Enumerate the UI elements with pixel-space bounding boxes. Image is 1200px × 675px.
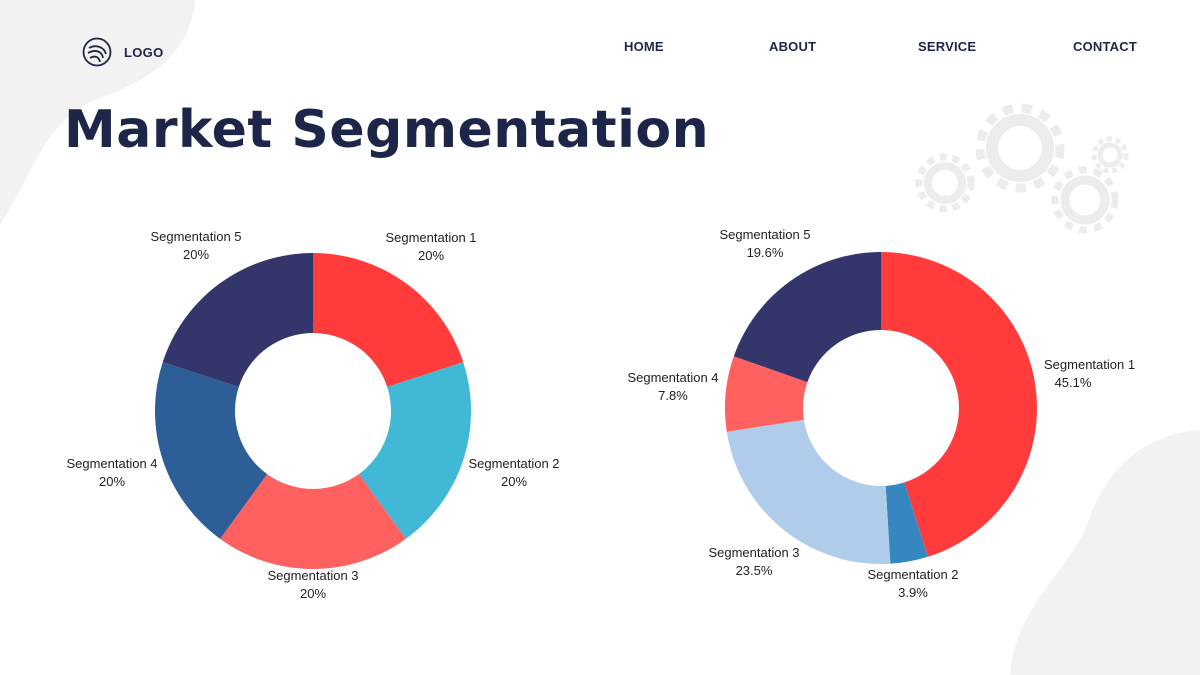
slice-label-value: 19.6% — [747, 245, 784, 260]
slice-label-value: 20% — [418, 248, 444, 263]
slice-label-value: 45.1% — [1055, 375, 1092, 390]
slice-label-name: Segmentation 1 — [385, 230, 476, 245]
logo-icon — [82, 37, 112, 67]
slice-label-name: Segmentation 5 — [719, 227, 810, 242]
donut-slice — [733, 252, 881, 383]
top-nav: HOME ABOUT SERVICE CONTACT — [0, 39, 1200, 59]
slice-label-name: Segmentation 2 — [867, 567, 958, 582]
slice-label-name: Segmentation 3 — [708, 545, 799, 560]
nav-service[interactable]: SERVICE — [918, 39, 977, 54]
slice-label-value: 7.8% — [658, 388, 688, 403]
slice-label-value: 20% — [300, 586, 326, 601]
slice-label-value: 20% — [501, 474, 527, 489]
donut-slice — [885, 482, 928, 564]
donut-slice — [313, 253, 464, 387]
donut-chart-1: Segmentation 1 20% Segmentation 2 20% Segmen… — [66, 229, 559, 601]
slice-label-value: 20% — [183, 247, 209, 262]
top-left-blob — [0, 0, 195, 225]
donut-chart-2: Segmentation 1 45.1% Segmentation 2 3.9% Seg… — [627, 227, 1135, 600]
slice-label-name: Segmentation 4 — [627, 370, 718, 385]
bottom-right-blob — [1010, 430, 1200, 675]
slice-label-name: Segmentation 3 — [267, 568, 358, 583]
nav-contact[interactable]: CONTACT — [1073, 39, 1137, 54]
page-title: Market Segmentation — [64, 100, 710, 160]
donut-slice — [726, 419, 891, 564]
donut-slice — [220, 474, 406, 569]
slice-label-name: Segmentation 4 — [66, 456, 157, 471]
donut-slice — [162, 253, 313, 387]
nav-about[interactable]: ABOUT — [769, 39, 817, 54]
donut-slice — [155, 362, 268, 539]
gears-icon — [915, 103, 1129, 234]
slice-label-value: 23.5% — [736, 563, 773, 578]
slice-label-name: Segmentation 2 — [468, 456, 559, 471]
donut-slice — [358, 362, 471, 539]
slice-label-name: Segmentation 1 — [1044, 357, 1135, 372]
donut-slice — [881, 252, 1038, 557]
slice-label-value: 20% — [99, 474, 125, 489]
logo[interactable]: LOGO — [82, 37, 163, 67]
donut-slice — [724, 356, 808, 432]
slice-label-name: Segmentation 5 — [150, 229, 241, 244]
nav-home[interactable]: HOME — [624, 39, 664, 54]
slice-label-value: 3.9% — [898, 585, 928, 600]
logo-text: LOGO — [124, 44, 164, 60]
